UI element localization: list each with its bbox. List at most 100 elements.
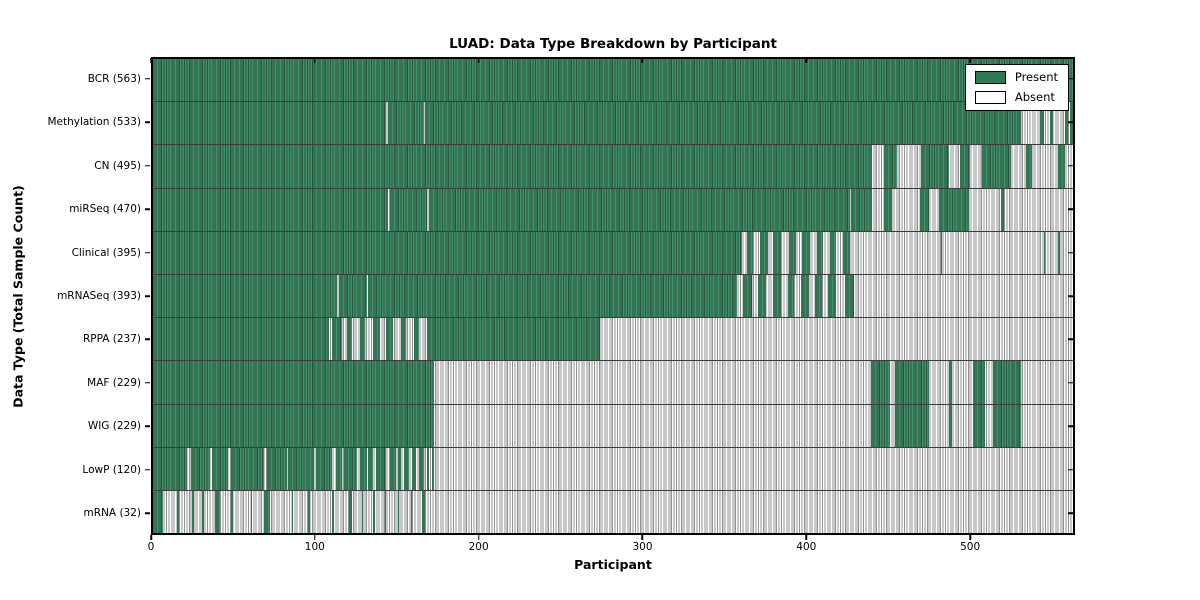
x-axis-label: Participant bbox=[574, 557, 652, 572]
present-segment bbox=[883, 145, 897, 188]
present-segment bbox=[993, 404, 1021, 447]
present-segment bbox=[153, 318, 330, 361]
present-segment bbox=[1001, 188, 1005, 231]
present-segment bbox=[960, 145, 971, 188]
row-wig bbox=[153, 404, 1073, 448]
present-segment bbox=[231, 447, 264, 490]
present-segment bbox=[316, 447, 333, 490]
present-segment bbox=[190, 447, 211, 490]
legend-present-label: Present bbox=[1014, 69, 1058, 84]
present-segment bbox=[335, 447, 343, 490]
present-segment bbox=[153, 490, 163, 534]
legend: Present Absent bbox=[964, 64, 1069, 111]
y-tick-mark bbox=[145, 295, 150, 297]
present-segment bbox=[211, 447, 229, 490]
absent-swatch bbox=[974, 91, 1006, 104]
present-segment bbox=[201, 490, 204, 534]
present-segment bbox=[250, 490, 253, 534]
present-segment bbox=[428, 188, 850, 231]
y-tick-label: CN (495) bbox=[94, 159, 141, 172]
present-segment bbox=[263, 490, 271, 534]
present-segment bbox=[343, 447, 357, 490]
y-tick-mark bbox=[145, 77, 150, 80]
row-bcr bbox=[153, 59, 1073, 103]
present-segment bbox=[153, 274, 338, 318]
present-segment bbox=[949, 404, 953, 447]
present-segment bbox=[815, 274, 822, 318]
y-tick-label: BCR (563) bbox=[87, 72, 141, 85]
present-segment bbox=[267, 447, 287, 490]
row-cn bbox=[153, 145, 1073, 189]
present-segment bbox=[387, 102, 424, 145]
present-swatch bbox=[974, 71, 1006, 84]
x-tick-mark bbox=[314, 535, 316, 540]
present-segment bbox=[153, 102, 387, 145]
y-tick-mark bbox=[1068, 77, 1073, 80]
present-segment bbox=[973, 361, 985, 404]
present-segment bbox=[397, 490, 400, 534]
y-tick-mark bbox=[1068, 338, 1073, 341]
present-segment bbox=[758, 274, 767, 318]
y-tick-label: LowP (120) bbox=[82, 463, 141, 476]
y-tick-mark bbox=[1068, 512, 1073, 515]
x-tick-label: 100 bbox=[304, 541, 325, 553]
present-segment bbox=[816, 231, 824, 274]
x-tick-mark bbox=[150, 58, 152, 63]
y-tick-mark bbox=[1068, 382, 1073, 384]
present-segment bbox=[1069, 102, 1073, 145]
x-tick-mark bbox=[314, 58, 316, 63]
present-segment bbox=[1064, 102, 1069, 145]
present-segment bbox=[993, 361, 1021, 404]
present-segment bbox=[895, 404, 930, 447]
x-tick-mark bbox=[969, 535, 971, 540]
y-tick-mark bbox=[1068, 121, 1073, 123]
present-segment bbox=[843, 231, 850, 274]
x-tick-mark bbox=[805, 535, 808, 540]
present-segment bbox=[288, 447, 315, 490]
chart-title: LUAD: Data Type Breakdown by Participant bbox=[449, 36, 777, 52]
y-tick-mark bbox=[145, 251, 150, 254]
row-mrna bbox=[153, 490, 1073, 534]
present-segment bbox=[192, 490, 194, 534]
present-segment bbox=[772, 231, 781, 274]
y-tick-mark bbox=[1068, 164, 1073, 167]
row-maf bbox=[153, 361, 1073, 405]
present-segment bbox=[427, 318, 600, 361]
x-tick-label: 200 bbox=[468, 541, 489, 553]
y-tick-mark bbox=[1068, 469, 1073, 471]
row-clinical bbox=[153, 231, 1073, 275]
x-tick-label: 0 bbox=[147, 541, 155, 553]
present-segment bbox=[347, 318, 352, 361]
present-segment bbox=[1025, 145, 1033, 188]
x-tick-label: 400 bbox=[796, 541, 817, 553]
present-segment bbox=[153, 231, 742, 274]
present-segment bbox=[870, 404, 891, 447]
present-segment bbox=[376, 447, 387, 490]
x-tick-mark bbox=[641, 58, 644, 63]
present-segment bbox=[410, 490, 413, 534]
y-tick-mark bbox=[145, 512, 150, 515]
present-segment bbox=[973, 404, 985, 447]
y-tick-mark bbox=[1068, 425, 1073, 428]
x-tick-mark bbox=[150, 535, 152, 540]
present-segment bbox=[787, 274, 795, 318]
y-tick-mark bbox=[145, 164, 150, 167]
present-segment bbox=[802, 231, 811, 274]
present-segment bbox=[939, 188, 969, 231]
present-segment bbox=[153, 447, 188, 490]
y-tick-mark bbox=[145, 208, 150, 210]
present-segment bbox=[413, 318, 419, 361]
present-segment bbox=[412, 447, 416, 490]
y-tick-label: mRNASeq (393) bbox=[57, 290, 141, 302]
y-tick-mark bbox=[1068, 251, 1073, 254]
x-tick-label: 500 bbox=[960, 541, 981, 553]
present-segment bbox=[981, 145, 1011, 188]
legend-entry-present: Present bbox=[974, 69, 1058, 84]
x-tick-mark bbox=[969, 58, 971, 63]
x-tick-mark bbox=[805, 58, 808, 63]
present-segment bbox=[360, 318, 366, 361]
y-tick-label: mRNA (32) bbox=[83, 507, 141, 520]
y-tick-label: miRSeq (470) bbox=[69, 203, 141, 216]
row-lowp bbox=[153, 447, 1073, 491]
